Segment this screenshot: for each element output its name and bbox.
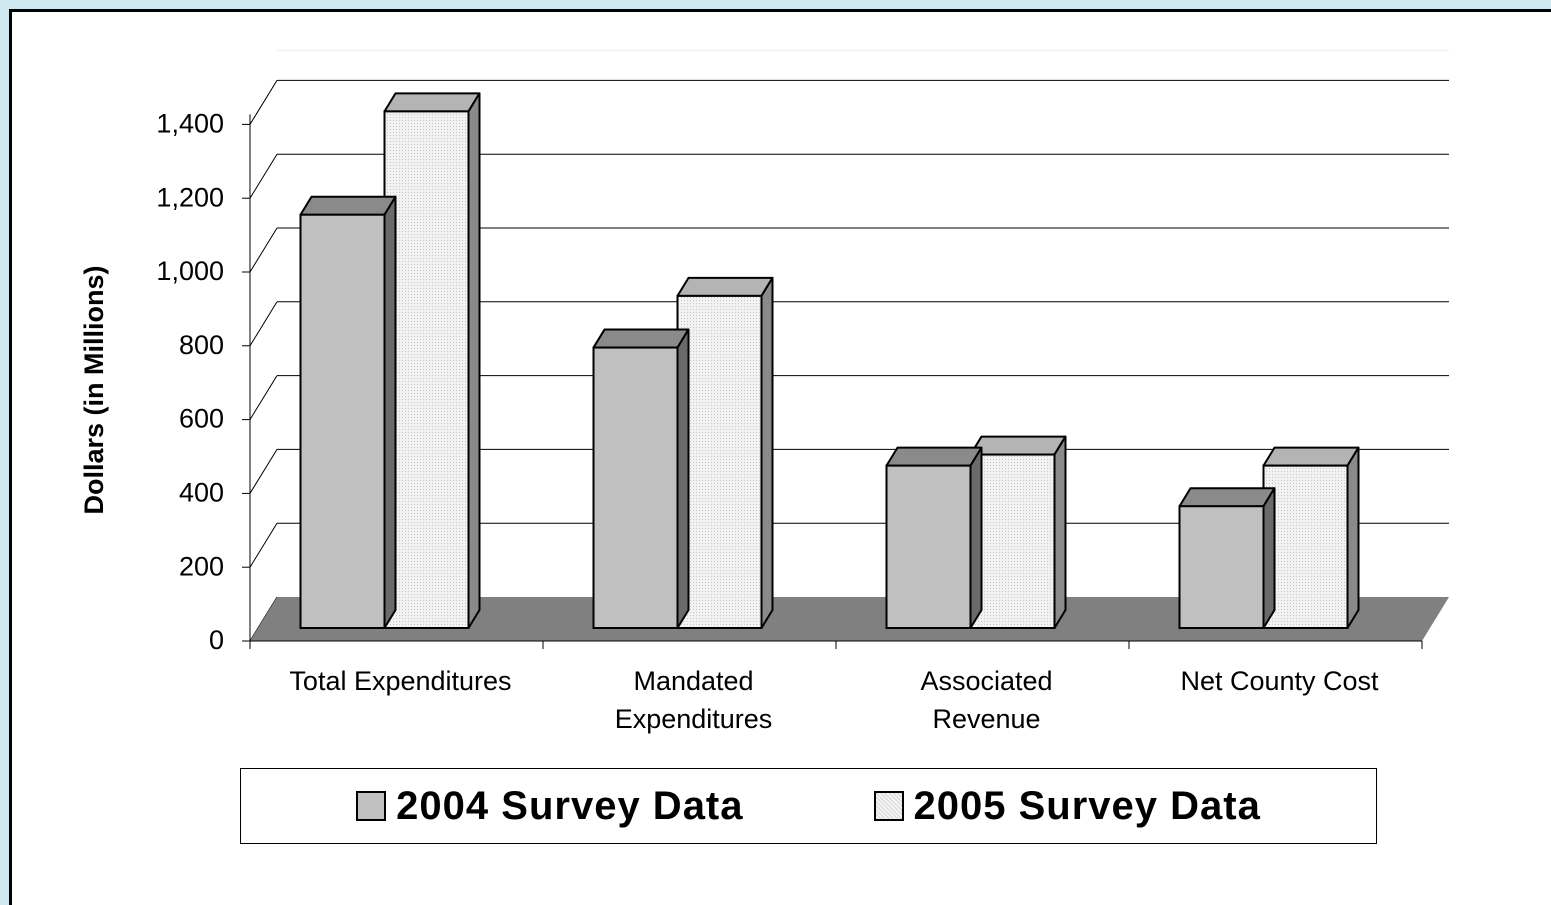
bar-front [969,453,1056,629]
y-axis-label: Dollars (in Millions) [79,265,109,514]
legend-label-2004: 2004 Survey Data [396,783,744,828]
x-tick-label: Mandated [633,666,753,696]
gridline-side [249,375,278,420]
floor-plane [250,597,1449,641]
x-tick-label: Revenue [932,704,1040,734]
bar-side [760,276,774,629]
legend-item-2004: 2004 Survey Data [356,784,743,829]
bar-top [383,92,481,113]
y-tick-label: 600 [179,404,224,434]
x-tick-label: Net County Cost [1180,666,1379,696]
bar-front [299,213,386,629]
y-tick-labels: 0 200 400 600 800 1,000 1,200 1,400 [156,109,224,656]
bar-side [1053,435,1067,629]
chart-floor [250,597,1449,641]
x-tick-label: Total Expenditures [289,666,511,696]
bar-top [592,328,690,349]
x-tick-label: Expenditures [615,704,773,734]
gridline-side [249,80,278,125]
bar-front [1262,464,1349,630]
bar-2-1 [969,435,1067,629]
bar-side [383,195,397,629]
bar-3-1 [1262,446,1360,630]
gridline-side [249,301,278,347]
bar-top [885,446,983,467]
bar-0-0 [299,195,397,629]
bar-side [467,92,481,629]
x-tick-labels: Total Expenditures Mandated Expenditures As… [289,666,1379,734]
bar-top [969,435,1067,456]
gridline-side [249,227,278,273]
bar-top [1178,487,1276,508]
gridline-side [249,522,278,568]
bar-side [1346,446,1360,629]
y-tick-label: 0 [209,625,224,655]
bar-front [592,346,679,629]
bar-front [885,464,972,630]
bar-top [676,276,774,297]
gridline-side [249,153,278,199]
bar-side [676,328,690,629]
y-tick-label: 1,200 [156,182,224,212]
y-tick-label: 800 [179,330,224,360]
bar-front [676,294,763,629]
bars [299,92,1360,630]
bar-top [299,195,397,216]
gridline-side [249,449,278,494]
legend: 2004 Survey Data 2005 Survey Data [240,768,1377,844]
legend-label-2005: 2005 Survey Data [913,783,1261,828]
bar-side [969,446,983,629]
bar-front [383,110,470,629]
bar-0-1 [383,92,481,629]
x-tick-label: Associated [920,666,1052,696]
y-tick-label: 400 [179,478,224,508]
bar-top [1262,446,1360,467]
bar-1-1 [676,276,774,629]
legend-item-2005: 2005 Survey Data [873,783,1261,829]
legend-swatch-2004 [356,791,387,821]
axes [242,114,1423,649]
bar-1-0 [592,328,690,629]
y-tick-label: 1,400 [156,109,224,139]
bar-2-0 [885,446,983,630]
y-tick-label: 200 [179,551,224,581]
bar-3-0 [1178,487,1276,630]
legend-swatch-2005 [873,791,904,821]
bar-side [1262,487,1276,629]
y-tick-label: 1,000 [156,256,224,286]
bar-front [1178,505,1265,630]
